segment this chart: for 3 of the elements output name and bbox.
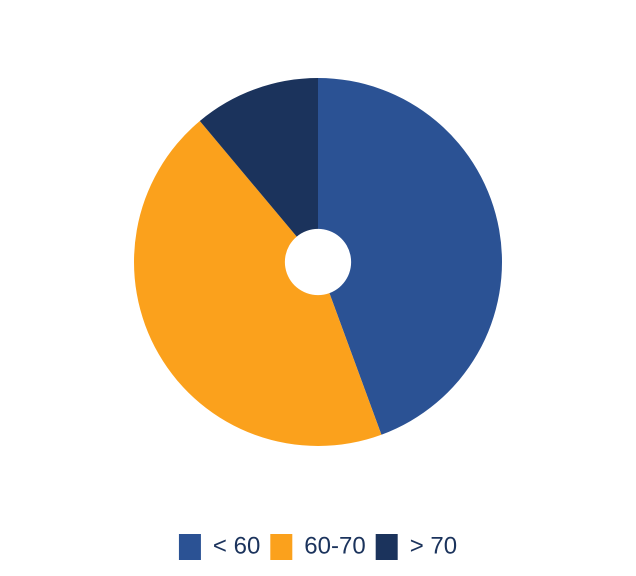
legend-label: 60-70	[304, 532, 366, 560]
legend-label: > 70	[410, 532, 458, 560]
legend-label: < 60	[212, 532, 260, 560]
